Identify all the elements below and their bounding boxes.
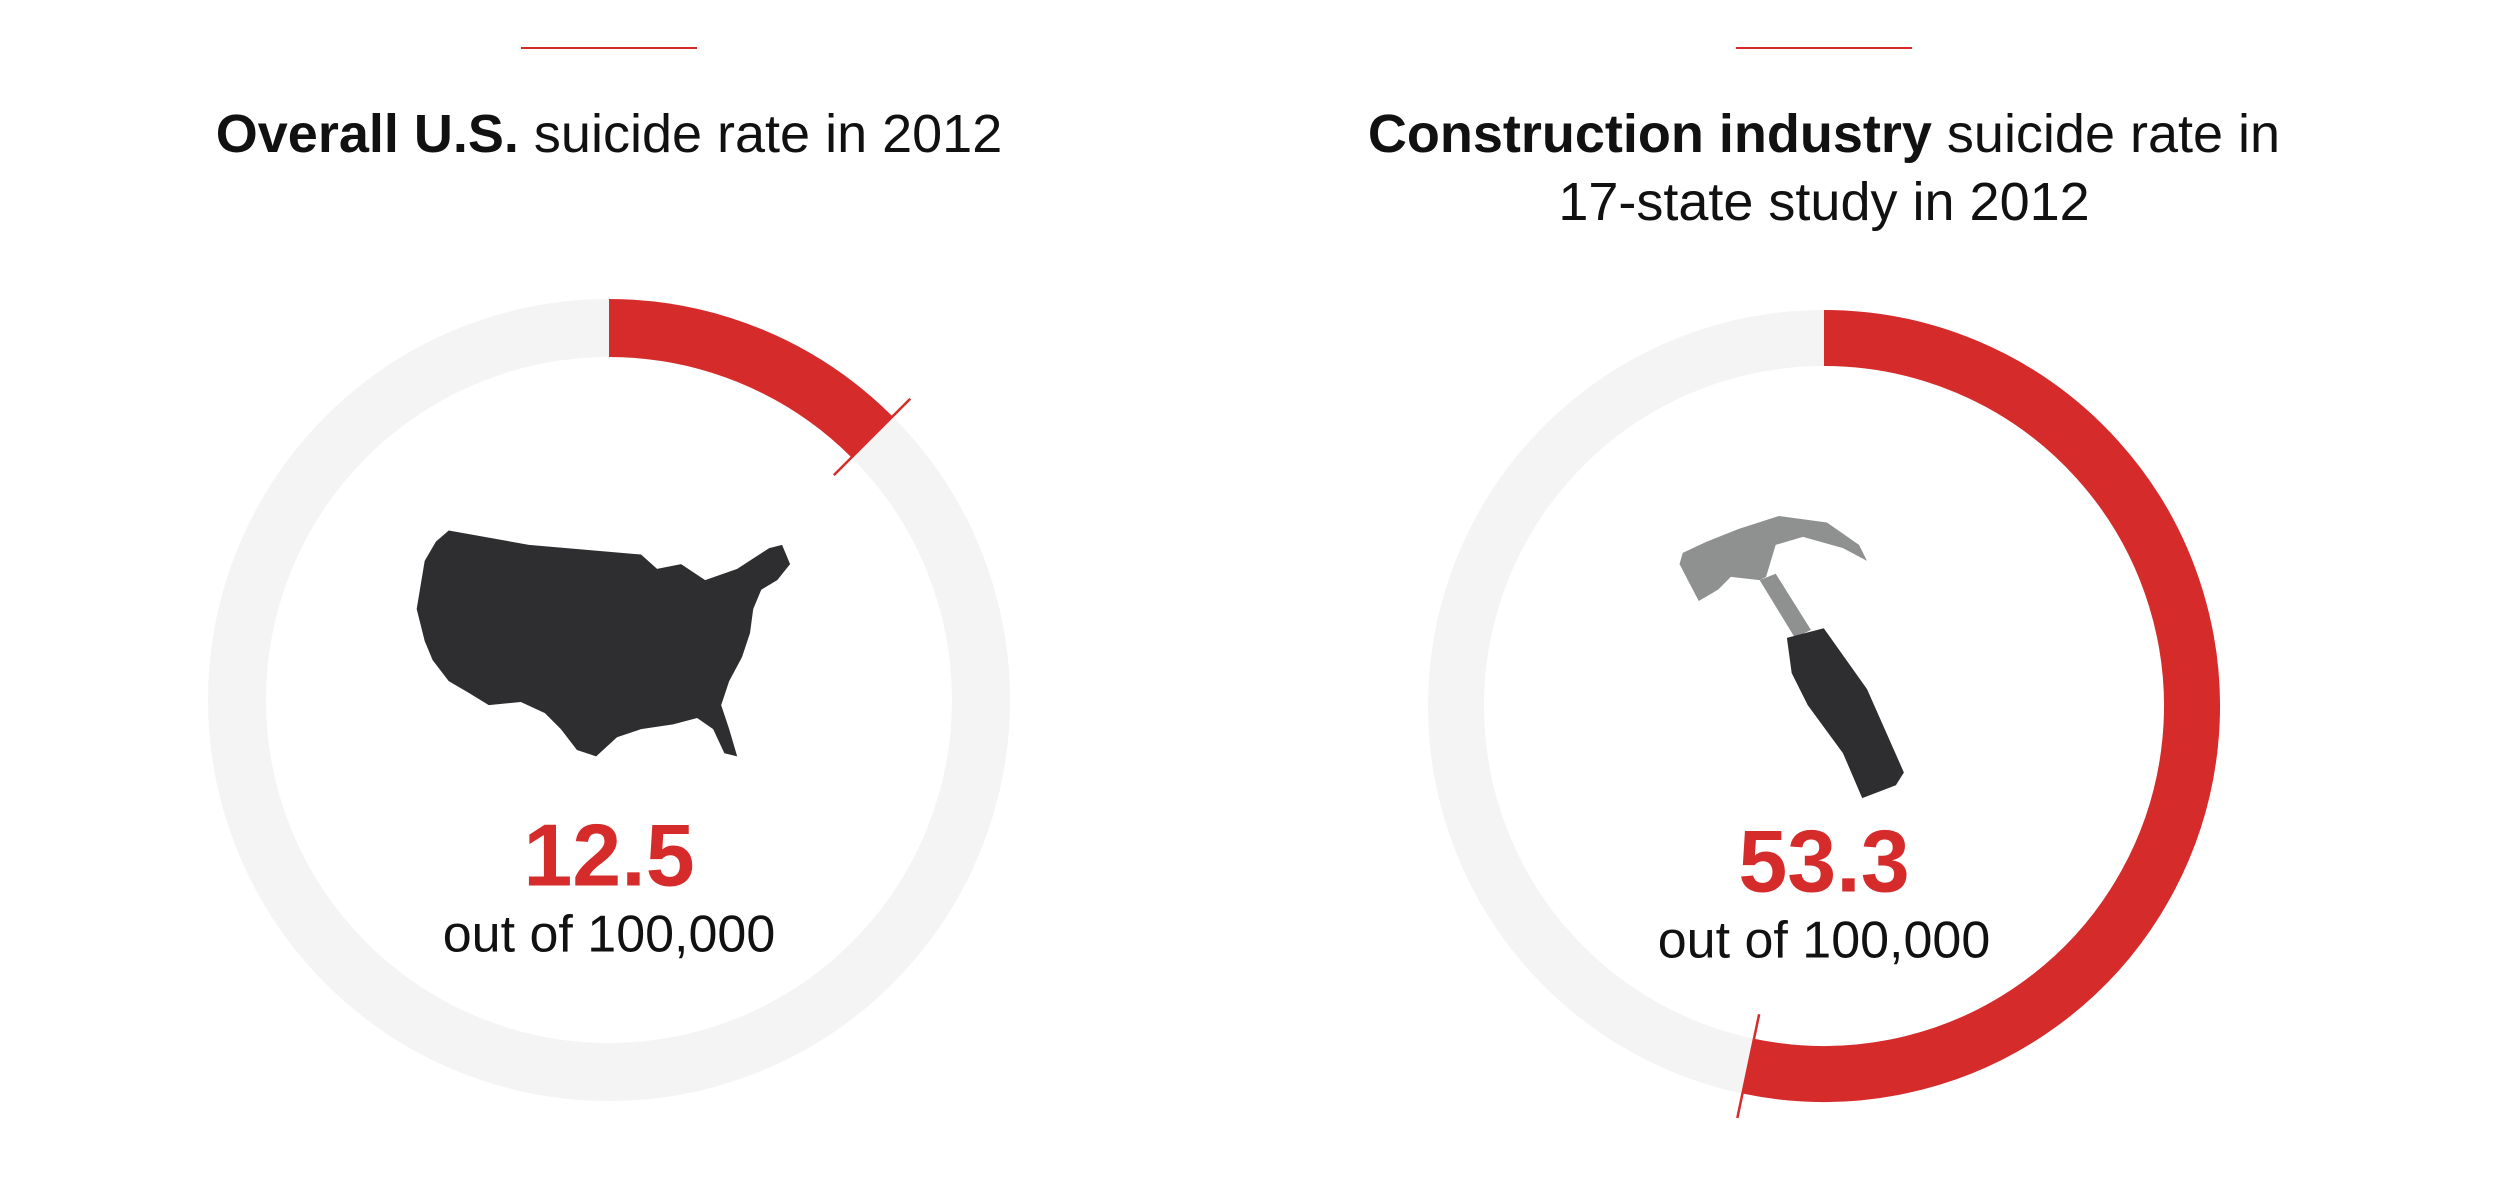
chart-title: Construction industry suicide rate in 17…	[1364, 100, 2284, 236]
value-marker	[1736, 1013, 1761, 1119]
icons	[416, 516, 1904, 799]
unit-label: out of 100,000	[443, 906, 776, 964]
gauge-arc	[608, 299, 893, 458]
gauge-arc	[1742, 310, 2220, 1102]
us-map-icon	[416, 530, 791, 757]
value-label: 53.3	[1738, 811, 1909, 910]
title-rest: suicide rate in 17-state study in 2012	[1558, 104, 2281, 232]
unit-label: out of 100,000	[1658, 912, 1991, 970]
hammer-handle	[1786, 628, 1904, 799]
chart-title: Overall U.S. suicide rate in 2012	[149, 100, 1069, 168]
accent-rule	[1736, 47, 1912, 49]
hammer-shaft	[1759, 573, 1811, 638]
value-label: 12.5	[523, 805, 694, 904]
title-bold: Construction industry	[1367, 104, 1932, 164]
title-rest: suicide rate in 2012	[533, 104, 1003, 164]
hammer-head	[1679, 516, 1868, 601]
accent-rule	[521, 47, 697, 49]
title-bold: Overall U.S.	[215, 104, 519, 164]
value-marker	[832, 397, 912, 477]
